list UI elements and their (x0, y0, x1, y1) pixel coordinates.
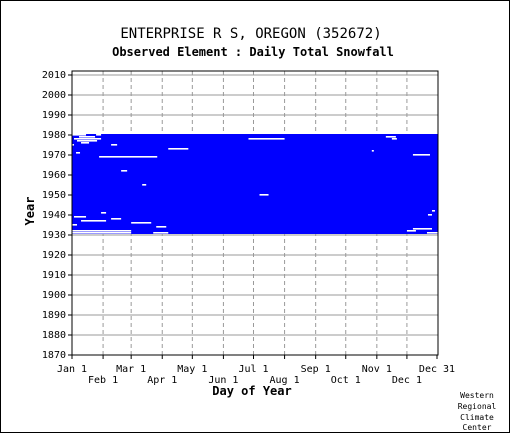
x-tick-label: Nov 1 (362, 364, 392, 375)
y-tick-label: 1980 (42, 130, 66, 141)
y-tick-label: 1960 (42, 170, 66, 181)
missing-segment (81, 142, 90, 144)
credit-line-4: Center (463, 423, 492, 432)
x-tick-label: Oct 1 (331, 375, 361, 386)
missing-segment (121, 170, 128, 172)
missing-segment (391, 138, 397, 140)
chart-title: ENTERPRISE R S, OREGON (352672) (120, 26, 381, 42)
y-tick-label: 1900 (42, 290, 66, 301)
plot-area (71, 70, 439, 356)
credit-line-1: Western (460, 391, 494, 400)
y-tick-label: 1930 (42, 230, 66, 241)
y-tick-label: 1920 (42, 250, 66, 261)
y-axis: 2010 2000 1990 1980 1970 1960 1950 1940 1930 1920… (42, 70, 72, 361)
missing-segment (156, 226, 167, 228)
missing-segment (99, 156, 158, 158)
y-tick-label: 1940 (42, 210, 66, 221)
chart-subtitle: Observed Element : Daily Total Snowfall (112, 45, 394, 59)
missing-segment (111, 144, 118, 146)
x-tick-label: Sep 1 (301, 364, 331, 375)
plot-border (71, 70, 439, 356)
x-tick-label: Jan 1 (57, 364, 87, 375)
missing-segment (72, 134, 87, 136)
missing-segment (131, 222, 152, 224)
missing-segment (259, 194, 269, 196)
missing-segment (406, 230, 416, 232)
missing-segment (111, 218, 122, 220)
missing-segment (426, 232, 438, 234)
missing-segment (81, 220, 107, 222)
missing-segment (412, 154, 430, 156)
y-tick-label: 1970 (42, 150, 66, 161)
x-axis: Jan 1 Mar 1 May 1 Jul 1 Sep 1 Nov 1 Dec 31 Feb … (57, 355, 455, 386)
x-tick-label: Jul 1 (238, 364, 268, 375)
x-axis-label: Day of Year (212, 384, 291, 398)
x-tick-label: Dec 1 (392, 375, 422, 386)
missing-segment (248, 138, 285, 140)
y-tick-label: 1950 (42, 190, 66, 201)
missing-segment (74, 138, 102, 140)
y-tick-label: 1890 (42, 310, 66, 321)
missing-segment (427, 214, 432, 216)
data-block (72, 134, 438, 234)
y-tick-label: 2010 (42, 70, 66, 81)
x-tick-label: May 1 (177, 364, 207, 375)
missing-segment (76, 152, 81, 154)
missing-segment (72, 224, 78, 226)
y-tick-label: 1880 (42, 330, 66, 341)
missing-segment (142, 184, 147, 186)
y-tick-label: 2000 (42, 90, 66, 101)
missing-segment (72, 232, 132, 234)
missing-segment (168, 148, 189, 150)
x-tick-label: Apr 1 (147, 375, 177, 386)
missing-segment (101, 212, 107, 214)
missing-segment (79, 136, 96, 138)
credit-line-3: Climate (460, 413, 494, 422)
missing-segment (77, 140, 98, 142)
y-tick-label: 1870 (42, 350, 66, 361)
missing-segment (72, 144, 75, 146)
missing-segment (371, 150, 374, 152)
x-tick-label: Aug 1 (270, 375, 300, 386)
x-tick-label: Feb 1 (88, 375, 118, 386)
x-tick-label: Mar 1 (116, 364, 146, 375)
y-tick-label: 1990 (42, 110, 66, 121)
credit-block: Western Regional Climate Center (458, 391, 497, 432)
x-tick-label: Dec 31 (419, 364, 455, 375)
missing-segment (385, 136, 396, 138)
y-tick-label: 1910 (42, 270, 66, 281)
credit-line-2: Regional (458, 402, 497, 411)
missing-segment (412, 228, 432, 230)
y-axis-label: Year (23, 197, 37, 226)
x-tick-label: Jun 1 (208, 375, 238, 386)
missing-segment (96, 134, 102, 136)
missing-segment (74, 216, 87, 218)
missing-segment (72, 230, 132, 232)
missing-segment (431, 210, 435, 212)
missing-segment (153, 232, 169, 234)
